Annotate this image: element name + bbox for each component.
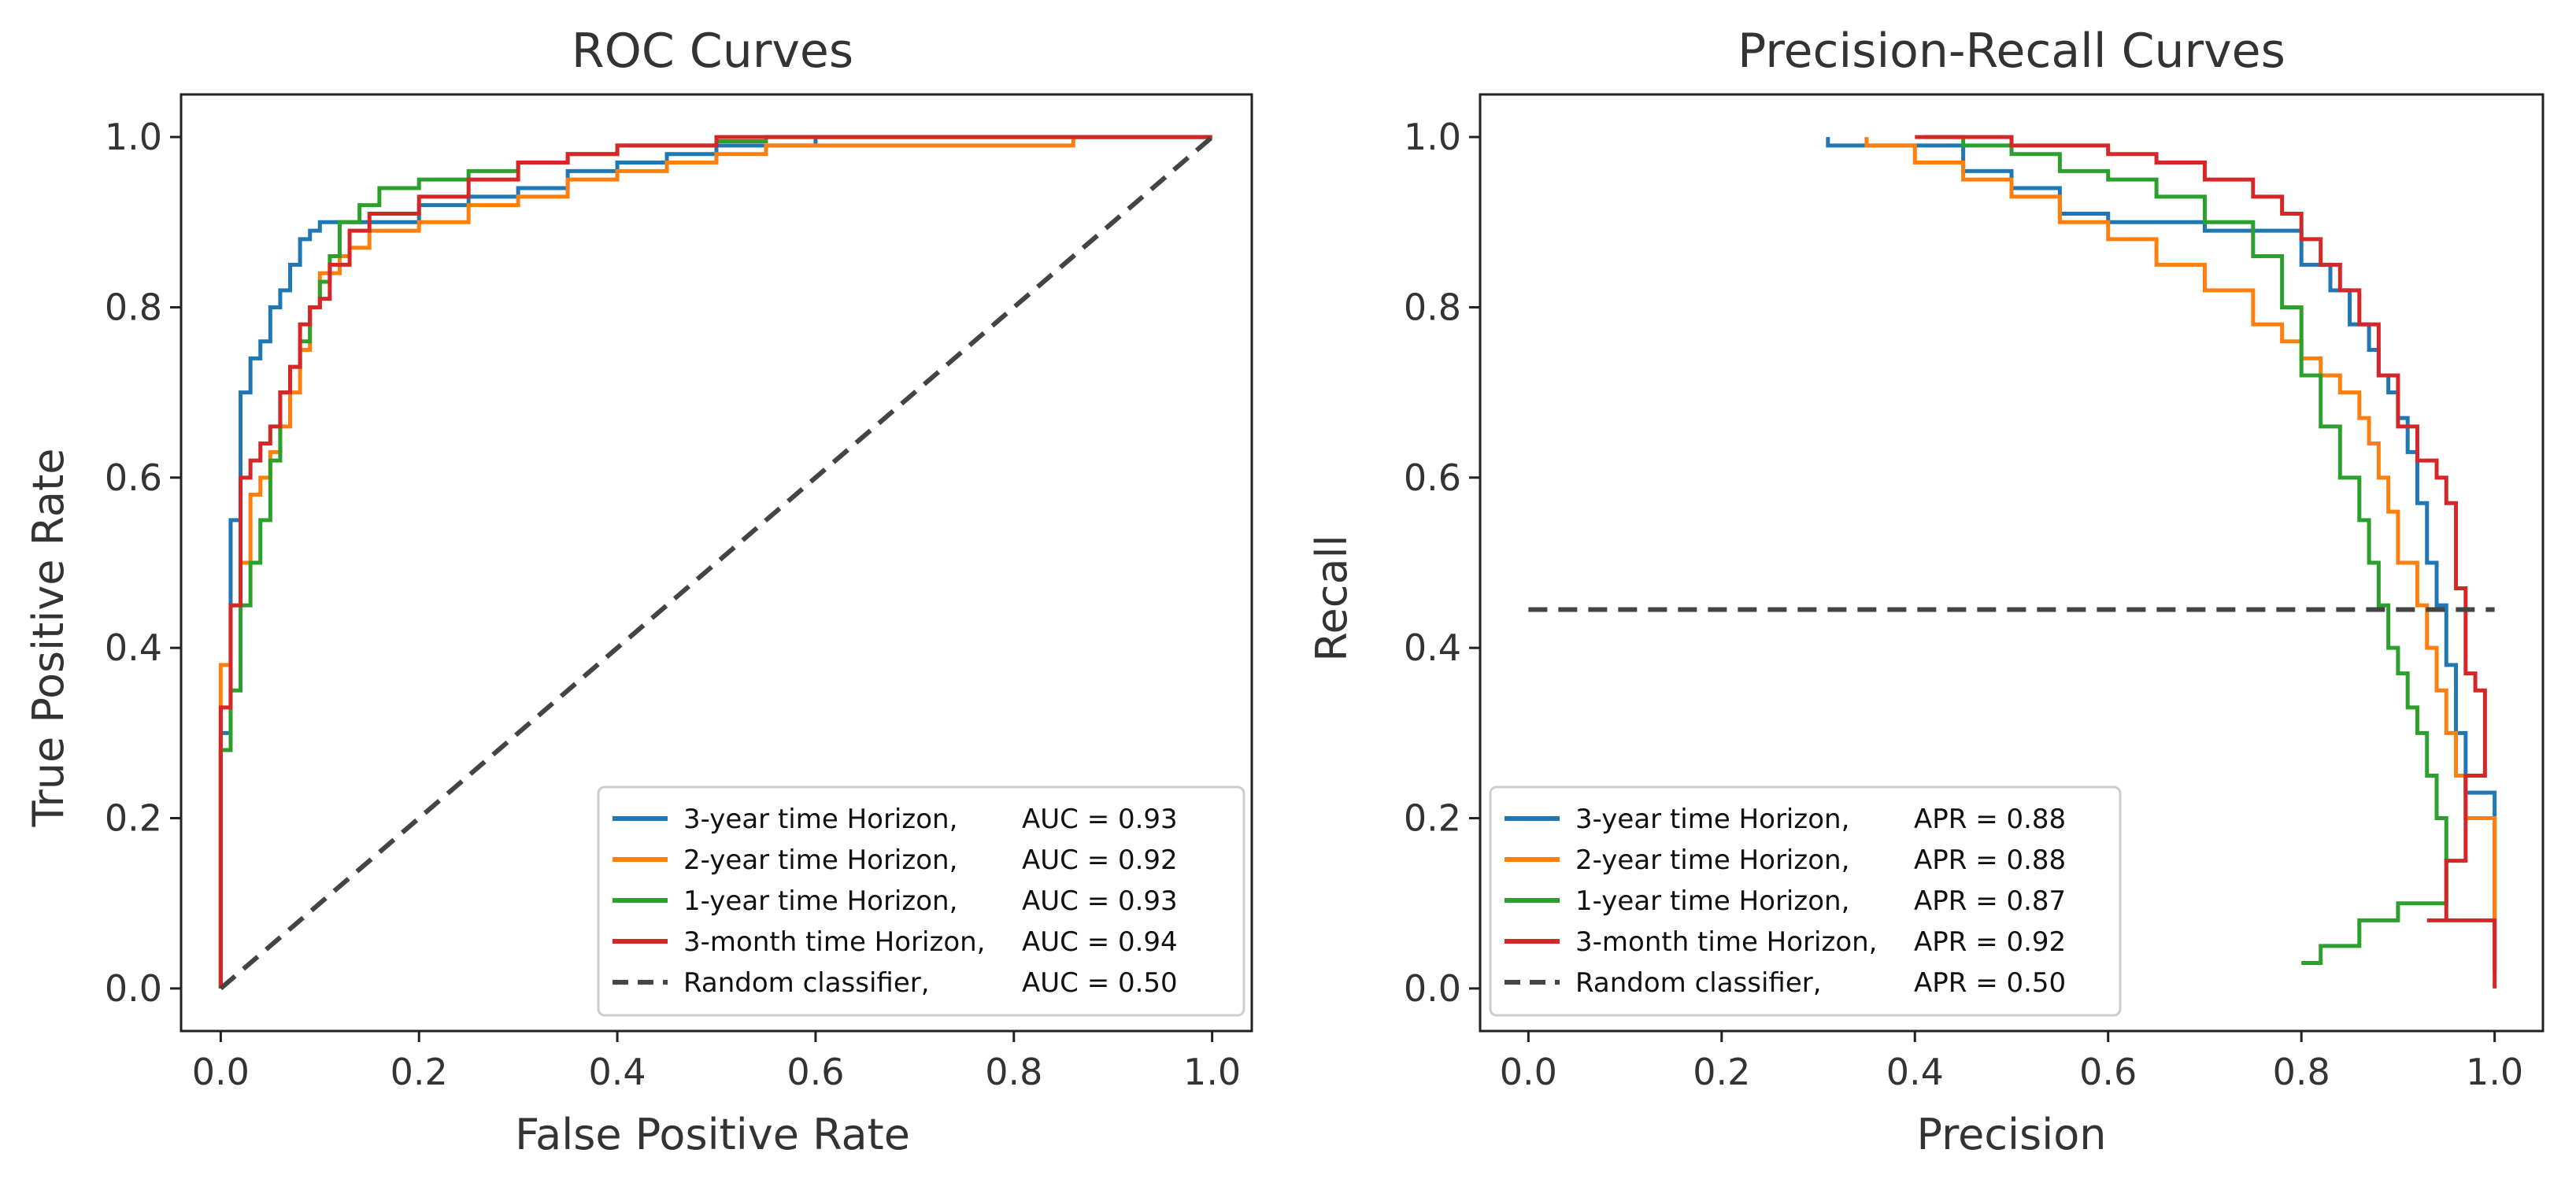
roc-legend-label: 3-month time Horizon,: [683, 926, 985, 958]
roc-x-tick-label: 0.6: [786, 1051, 844, 1093]
roc-series-line-2: [218, 135, 1212, 989]
pr-legend-metric: APR = 0.92: [1914, 926, 2066, 958]
pr-legend-metric: APR = 0.88: [1914, 845, 2066, 876]
pr-legend-label: 1-year time Horizon,: [1575, 885, 1849, 917]
pr-title: Precision-Recall Curves: [1738, 24, 2285, 79]
pr-y-tick-label: 0.6: [1404, 456, 1461, 499]
roc-legend-metric: AUC = 0.50: [1022, 967, 1178, 999]
roc-series-line-4: [218, 135, 1212, 989]
pr-legend-metric: APR = 0.87: [1914, 885, 2066, 917]
roc-x-tick-label: 0.0: [192, 1051, 250, 1093]
roc-y-tick-label: 0.4: [105, 626, 162, 669]
pr-x-axis-label: Precision: [1917, 1110, 2107, 1159]
roc-x-tick-label: 1.0: [1183, 1051, 1241, 1093]
pr-legend-box: [1489, 785, 2122, 1017]
roc-x-tick-label: 0.2: [390, 1051, 448, 1093]
pr-y-tick-label: 0.0: [1404, 967, 1461, 1010]
pr-x-tick-label: 0.4: [1886, 1051, 1944, 1093]
roc-plot-area: [180, 93, 1253, 1033]
roc-title: ROC Curves: [572, 24, 853, 79]
pr-series-line-3: [1924, 135, 2448, 965]
pr-plot-area: [1479, 93, 2545, 1033]
pr-x-tick-label: 0.8: [2273, 1051, 2330, 1093]
pr-legend-label: 3-month time Horizon,: [1575, 926, 1877, 958]
roc-legend-box: [597, 785, 1245, 1017]
roc-series-line-1: [218, 135, 1212, 989]
pr-x-tick-label: 1.0: [2466, 1051, 2523, 1093]
roc-y-tick-label: 0.6: [105, 456, 162, 499]
roc-legend: 3-year time Horizon, AUC = 0.93 2-year tim…: [597, 785, 1245, 1017]
pr-y-tick-label: 0.2: [1404, 797, 1461, 840]
roc-legend-metric: AUC = 0.93: [1022, 804, 1178, 835]
pr-chart: Precision-Recall Curves Precision Recall…: [1307, 24, 2545, 1159]
pr-series-line-2: [1864, 137, 2497, 972]
pr-legend: 3-year time Horizon, APR = 0.88 2-year tim…: [1489, 785, 2122, 1017]
roc-legend-label: 3-year time Horizon,: [683, 804, 957, 835]
roc-y-tick-label: 0.2: [105, 797, 162, 840]
roc-legend-label: Random classifier,: [683, 967, 930, 999]
roc-x-tick-label: 0.8: [985, 1051, 1042, 1093]
pr-x-tick-label: 0.0: [1500, 1051, 1557, 1093]
pr-x-tick-label: 0.2: [1693, 1051, 1750, 1093]
pr-legend-metric: APR = 0.88: [1914, 804, 2066, 835]
roc-legend-metric: AUC = 0.93: [1022, 885, 1178, 917]
pr-legend-label: 3-year time Horizon,: [1575, 804, 1849, 835]
pr-legend-label: Random classifier,: [1575, 967, 1822, 999]
pr-x-tick-label: 0.6: [2079, 1051, 2137, 1093]
roc-series-line-5: [219, 135, 1214, 991]
roc-y-tick-label: 0.0: [105, 967, 162, 1010]
roc-y-axis-label: True Positive Rate: [24, 448, 73, 827]
roc-x-tick-label: 0.4: [588, 1051, 646, 1093]
roc-legend-label: 1-year time Horizon,: [683, 885, 957, 917]
roc-chart: ROC Curves False Positive Rate True Posi…: [24, 24, 1253, 1159]
pr-y-tick-label: 0.8: [1404, 286, 1461, 328]
roc-y-tick-label: 0.8: [105, 286, 162, 328]
pr-series-line-4: [1915, 135, 2497, 989]
roc-legend-metric: AUC = 0.92: [1022, 845, 1178, 876]
roc-y-tick-label: 1.0: [105, 116, 162, 158]
roc-x-axis-label: False Positive Rate: [515, 1110, 910, 1159]
roc-legend-label: 2-year time Horizon,: [683, 845, 957, 876]
pr-y-tick-label: 0.4: [1404, 626, 1461, 669]
roc-legend-metric: AUC = 0.94: [1022, 926, 1178, 958]
pr-y-axis-label: Recall: [1307, 534, 1356, 661]
pr-legend-metric: APR = 0.50: [1914, 967, 2066, 999]
pr-legend-label: 2-year time Horizon,: [1575, 845, 1849, 876]
pr-y-tick-label: 1.0: [1404, 116, 1461, 158]
